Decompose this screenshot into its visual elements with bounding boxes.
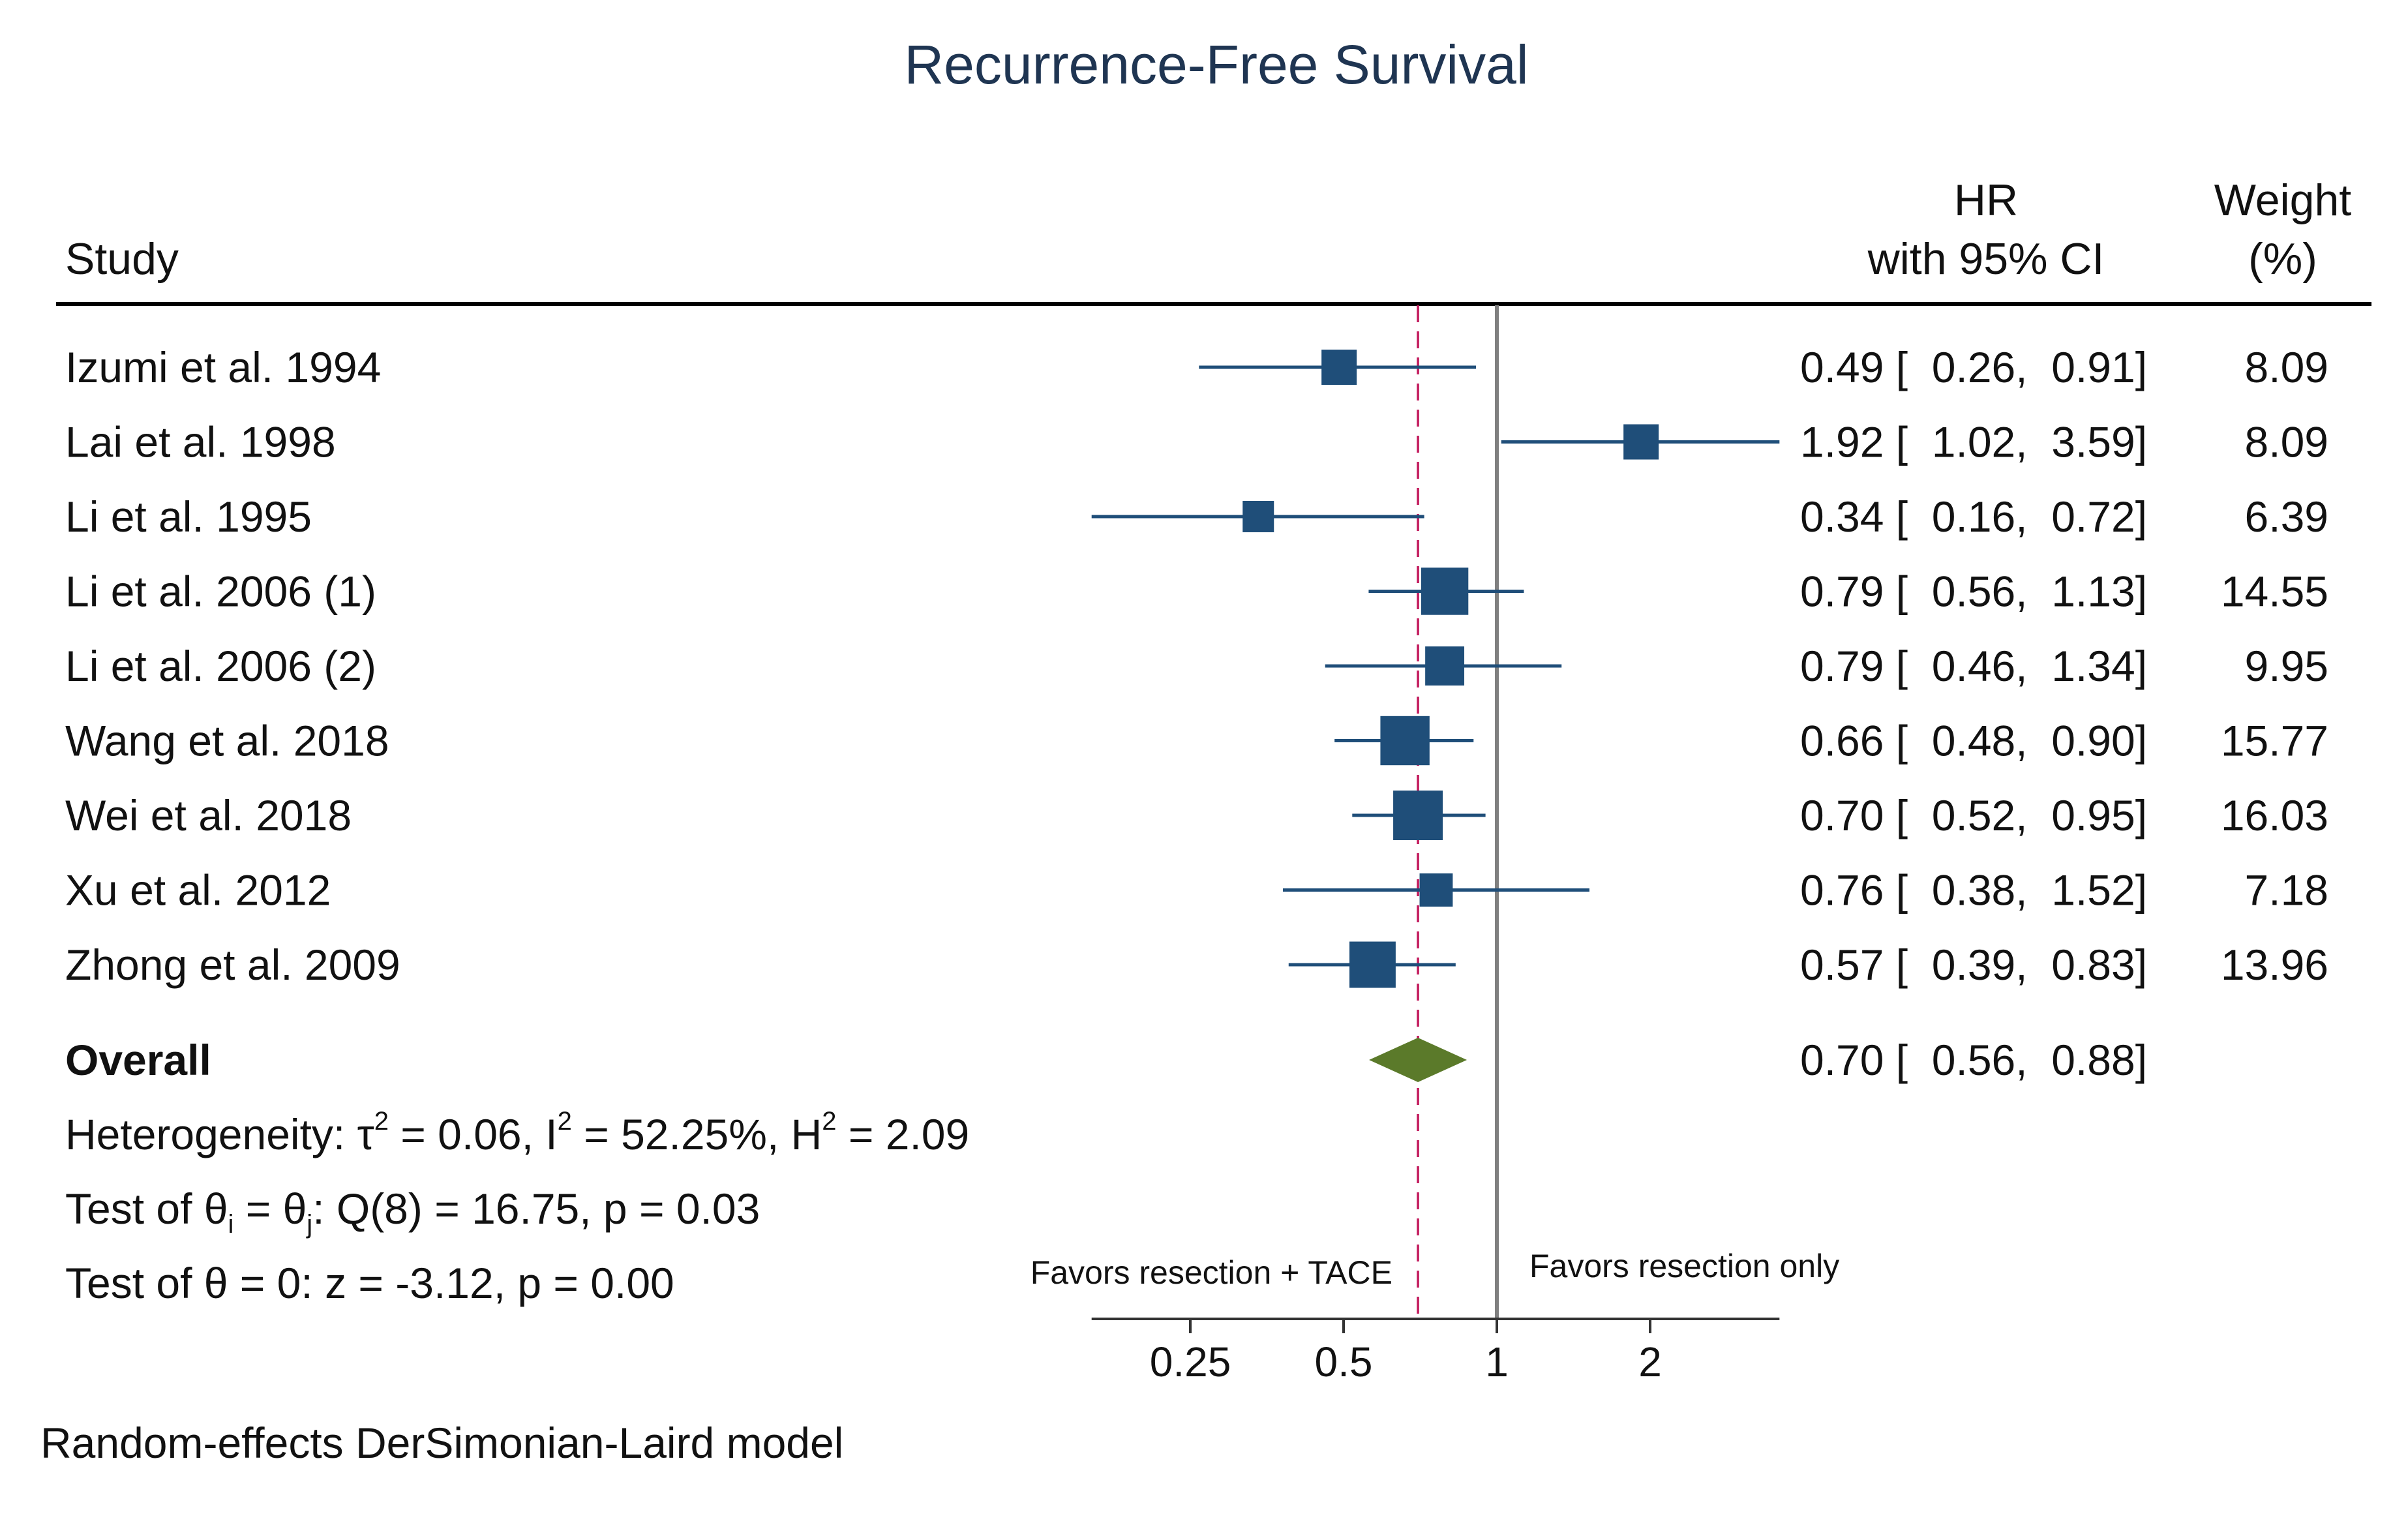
- study-rows: Izumi et al. 1994 0.49 [ 0.26, 0.91] 8.09L…: [65, 343, 2328, 989]
- study-row: Lai et al. 1998 1.92 [ 1.02, 3.59] 8.09: [65, 418, 2328, 466]
- heterogeneity-text: Heterogeneity: τ2 = 0.06, I2 = 52.25%, H…: [65, 1107, 969, 1158]
- study-name: Wang et al. 2018: [65, 717, 389, 765]
- study-name: Xu et al. 2012: [65, 866, 331, 914]
- header-hr: HR: [1954, 175, 2018, 225]
- weight-text: 16.03: [2221, 791, 2328, 839]
- ci-text: 0.79 [ 0.46, 1.34]: [1800, 642, 2147, 690]
- h-sup: 2: [822, 1107, 836, 1136]
- test-theta-mid: = θ: [233, 1185, 307, 1233]
- ci-text: 1.92 [ 1.02, 3.59]: [1800, 418, 2147, 466]
- study-row: Li et al. 2006 (2) 0.79 [ 0.46, 1.34] 9.95: [65, 642, 2328, 690]
- study-row: Zhong et al. 2009 0.57 [ 0.39, 0.83] 13.96: [65, 941, 2328, 989]
- overall-label: Overall: [65, 1036, 211, 1084]
- chart-title: Recurrence-Free Survival: [905, 34, 1529, 95]
- header-study: Study: [65, 234, 179, 284]
- hr-marker: [1419, 873, 1453, 907]
- study-row: Li et al. 2006 (1) 0.79 [ 0.56, 1.13] 14.5…: [65, 567, 2328, 616]
- hr-marker: [1623, 424, 1659, 460]
- ci-text: 0.57 [ 0.39, 0.83]: [1800, 941, 2147, 989]
- favors-left-label: Favors resection + TACE: [1031, 1254, 1392, 1291]
- hr-marker: [1421, 567, 1469, 615]
- study-name: Lai et al. 1998: [65, 418, 336, 466]
- study-name: Izumi et al. 1994: [65, 343, 381, 391]
- ci-text: 0.49 [ 0.26, 0.91]: [1800, 343, 2147, 391]
- i-value: = 52.25%, H: [572, 1110, 822, 1158]
- ci-text: 0.76 [ 0.38, 1.52]: [1800, 866, 2147, 914]
- tau-value: = 0.06, I: [389, 1110, 558, 1158]
- ci-text: 0.79 [ 0.56, 1.13]: [1800, 567, 2147, 616]
- x-tick-label: 0.25: [1150, 1338, 1231, 1385]
- theta-sub-j: j: [306, 1210, 312, 1239]
- hr-marker: [1242, 501, 1274, 532]
- header-weight: Weight: [2214, 175, 2352, 225]
- ci-text: 0.70 [ 0.52, 0.95]: [1800, 791, 2147, 839]
- x-tick-label: 2: [1638, 1338, 1662, 1385]
- hr-marker: [1425, 646, 1465, 686]
- overall-diamond: [1369, 1038, 1467, 1082]
- hr-marker: [1380, 716, 1430, 766]
- hr-marker: [1321, 350, 1357, 385]
- hr-marker: [1349, 941, 1396, 988]
- weight-text: 7.18: [2245, 866, 2328, 914]
- study-row: Wang et al. 2018 0.66 [ 0.48, 0.90] 15.77: [65, 716, 2328, 766]
- test-theta-rest: : Q(8) = 16.75, p = 0.03: [312, 1185, 760, 1233]
- header-hr-ci: with 95% CI: [1867, 234, 2105, 284]
- x-tick-label: 1: [1485, 1338, 1509, 1385]
- study-name: Zhong et al. 2009: [65, 941, 400, 989]
- i-sup: 2: [558, 1107, 572, 1136]
- weight-text: 8.09: [2245, 418, 2328, 466]
- weight-text: 8.09: [2245, 343, 2328, 391]
- test-theta-ij: Test of θi = θj: Q(8) = 16.75, p = 0.03: [65, 1185, 760, 1239]
- header-weight-pct: (%): [2248, 234, 2317, 284]
- test-theta-zero: Test of θ = 0: z = -3.12, p = 0.00: [65, 1259, 674, 1307]
- x-tick-label: 0.5: [1315, 1338, 1373, 1385]
- tau-sup: 2: [374, 1107, 389, 1136]
- weight-text: 9.95: [2245, 642, 2328, 690]
- x-axis: 0.25 0.5 1 2: [1091, 1318, 1780, 1385]
- study-name: Li et al. 2006 (1): [65, 567, 376, 616]
- favors-right-label: Favors resection only: [1529, 1248, 1839, 1284]
- study-row: Izumi et al. 1994 0.49 [ 0.26, 0.91] 8.09: [65, 343, 2328, 391]
- hr-marker: [1393, 791, 1443, 840]
- study-name: Wei et al. 2018: [65, 791, 352, 839]
- weight-text: 6.39: [2245, 492, 2328, 541]
- tau-symbol: τ: [357, 1110, 374, 1158]
- weight-text: 15.77: [2221, 717, 2328, 765]
- h-value: = 2.09: [837, 1110, 970, 1158]
- heterogeneity-prefix: Heterogeneity:: [65, 1110, 357, 1158]
- model-footnote: Random-effects DerSimonian-Laird model: [40, 1419, 843, 1467]
- ci-text: 0.66 [ 0.48, 0.90]: [1800, 717, 2147, 765]
- weight-text: 13.96: [2221, 941, 2328, 989]
- study-row: Wei et al. 2018 0.70 [ 0.52, 0.95] 16.03: [65, 791, 2328, 840]
- ci-text: 0.34 [ 0.16, 0.72]: [1800, 492, 2147, 541]
- theta-sub-i: i: [228, 1210, 233, 1239]
- study-row: Xu et al. 2012 0.76 [ 0.38, 1.52] 7.18: [65, 866, 2328, 914]
- study-name: Li et al. 2006 (2): [65, 642, 376, 690]
- study-row: Li et al. 1995 0.34 [ 0.16, 0.72] 6.39: [65, 492, 2328, 541]
- test-theta-prefix: Test of θ: [65, 1185, 228, 1233]
- study-name: Li et al. 1995: [65, 492, 312, 541]
- overall-ci-text: 0.70 [ 0.56, 0.88]: [1800, 1036, 2147, 1084]
- weight-text: 14.55: [2221, 567, 2328, 616]
